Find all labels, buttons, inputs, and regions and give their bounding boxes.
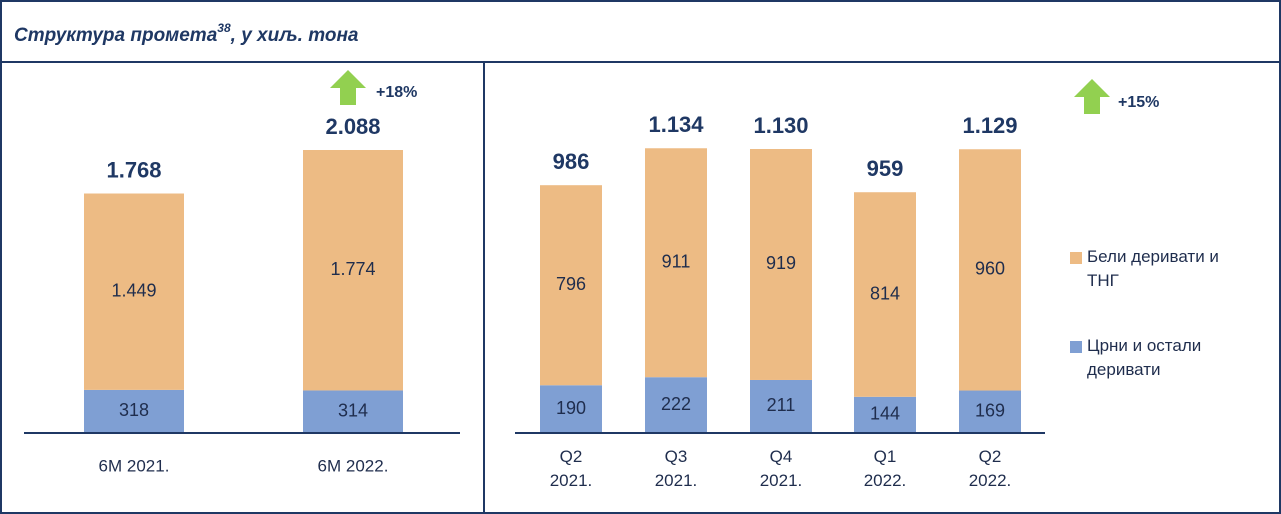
bar-segment — [84, 389, 184, 433]
segment-label: 1.449 — [111, 280, 156, 300]
segment-label: 1.774 — [330, 259, 375, 279]
up-arrow — [1074, 79, 1110, 114]
segment-label: 211 — [767, 395, 796, 415]
title-unit: , у хиљ. тона — [230, 25, 359, 46]
segment-label: 814 — [870, 283, 900, 303]
segment-label: 318 — [119, 400, 149, 420]
x-tick-label: Q2 2022. — [969, 447, 1012, 490]
segment-label: 190 — [556, 398, 586, 418]
bar-segment — [84, 193, 184, 390]
segment-label: 796 — [556, 274, 586, 294]
bar-segment — [854, 192, 916, 397]
bar-segment — [303, 150, 403, 391]
x-tick-label: Q1 2022. — [864, 447, 907, 490]
bar-segment — [959, 390, 1021, 433]
x-tick-label: 6M 2022. — [318, 456, 389, 475]
segment-label: 314 — [338, 400, 368, 420]
total-label: 986 — [553, 149, 590, 174]
total-label: 959 — [867, 156, 904, 181]
bar-segment — [540, 185, 602, 386]
legend-label: Бели деривати и ТНГ — [1087, 247, 1219, 290]
segment-label: 222 — [661, 394, 691, 414]
segment-label: 911 — [662, 251, 691, 271]
up-arrow — [330, 70, 366, 105]
bar-segment — [645, 377, 707, 433]
segment-label: 960 — [975, 259, 1005, 279]
x-tick-label: Q2 2021. — [550, 447, 593, 490]
total-label: 1.130 — [753, 113, 808, 138]
bar-segment — [959, 149, 1021, 391]
total-label: 1.134 — [648, 112, 704, 137]
x-tick-label: 6M 2021. — [99, 456, 170, 475]
x-tick-label: Q3 2021. — [655, 447, 698, 490]
bar-segment — [303, 390, 403, 433]
total-label: 2.088 — [325, 114, 380, 139]
segment-label: 919 — [766, 253, 796, 273]
bar-segment — [750, 379, 812, 433]
legend-swatch — [1070, 341, 1082, 353]
segment-label: 169 — [975, 401, 1005, 421]
bar-segment — [540, 385, 602, 433]
segment-label: 144 — [870, 404, 900, 424]
bar-segment — [750, 149, 812, 380]
x-tick-label: Q4 2021. — [760, 447, 803, 490]
legend-label: Црни и остали деривати — [1087, 336, 1201, 379]
total-label: 1.129 — [962, 113, 1017, 138]
bar-segment — [854, 396, 916, 433]
title-text: Структура промета — [14, 25, 218, 46]
chart-title: Структура промета38, у хиљ. тона — [14, 21, 359, 46]
legend-swatch — [1070, 252, 1082, 264]
annotation: +18% — [376, 84, 417, 101]
total-label: 1.768 — [106, 157, 161, 182]
footnote: 38 — [217, 21, 231, 35]
bar-segment — [645, 148, 707, 378]
annotation: +15% — [1118, 94, 1159, 111]
